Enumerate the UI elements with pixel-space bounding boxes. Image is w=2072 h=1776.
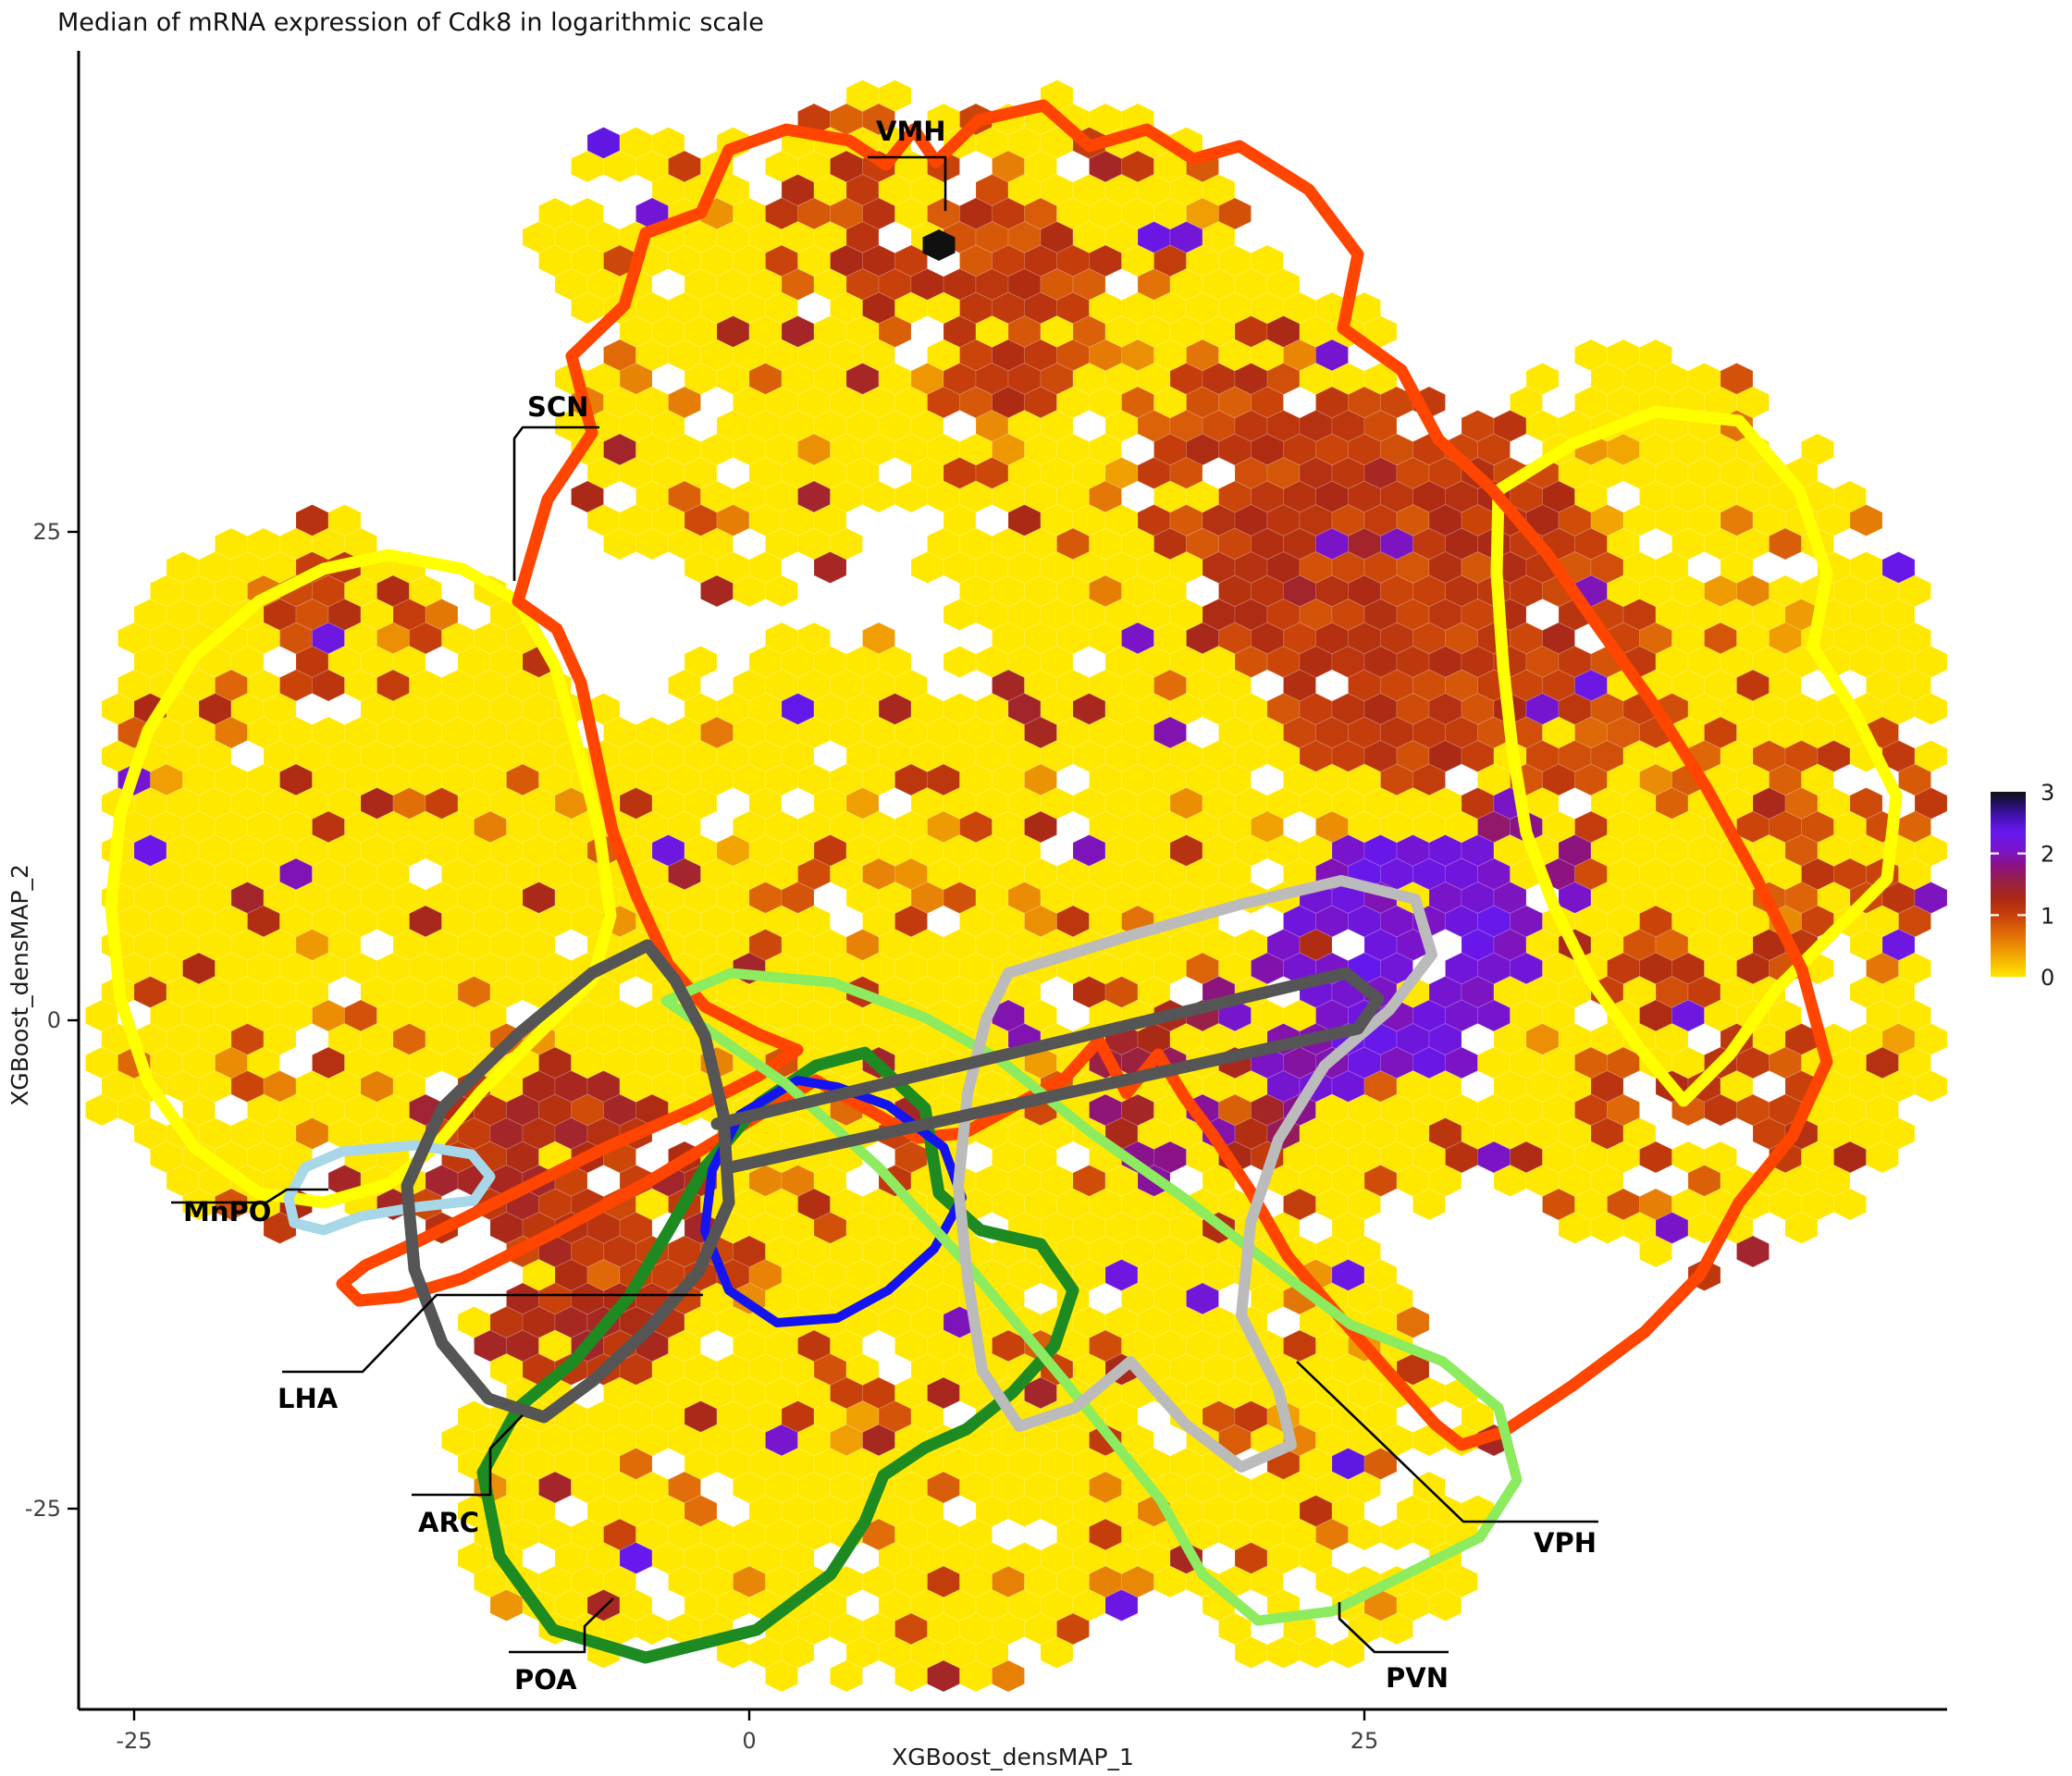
colorbar-tick-label: 1 bbox=[2041, 903, 2054, 929]
hex-bin bbox=[1849, 503, 1883, 537]
label-pvn: PVN bbox=[1386, 1662, 1449, 1694]
hex-bin bbox=[765, 574, 798, 608]
label-mnpo: MnPO bbox=[183, 1196, 271, 1227]
lha-outline bbox=[401, 939, 735, 1424]
hex-bin bbox=[1736, 1235, 1770, 1268]
x-tick-label: 25 bbox=[1350, 1728, 1379, 1754]
mnpo-outline bbox=[283, 1140, 496, 1236]
leader-vmh bbox=[868, 155, 947, 211]
poa-outline bbox=[476, 1046, 1079, 1664]
colorbar-gradient bbox=[1991, 792, 2026, 977]
leader-arc bbox=[412, 1414, 524, 1497]
y-tick-label: -25 bbox=[25, 1496, 61, 1522]
hex-bin bbox=[1866, 1141, 1899, 1174]
hex-bin bbox=[1914, 1069, 1948, 1104]
x-tick-label: 0 bbox=[742, 1728, 756, 1754]
region-outlines bbox=[105, 99, 1903, 1664]
hex-bin bbox=[1104, 1588, 1139, 1622]
hexbin-layer bbox=[85, 79, 1948, 1693]
hex-bin bbox=[813, 550, 847, 585]
vph-outline bbox=[953, 875, 1437, 1473]
leader-lha bbox=[282, 1293, 703, 1374]
lha-arm-outline bbox=[710, 967, 1385, 1174]
label-arc: ARC bbox=[418, 1507, 479, 1538]
hex-bin bbox=[1833, 1188, 1867, 1221]
chart-title: Median of mRNA expression of Cdk8 in log… bbox=[57, 8, 764, 37]
hex-bin bbox=[943, 645, 977, 679]
hex-bin bbox=[1412, 1188, 1446, 1221]
label-poa: POA bbox=[514, 1664, 577, 1696]
y-tick-label: 0 bbox=[47, 1007, 61, 1033]
x-axis-label: XGBoost_densMAP_1 bbox=[892, 1744, 1134, 1770]
hex-bin-special bbox=[922, 229, 956, 261]
scn-blue-outline bbox=[700, 1076, 967, 1327]
colorbar-legend: 3 2 1 0 bbox=[1991, 780, 2054, 991]
colorbar-tick-label: 2 bbox=[2041, 842, 2054, 868]
leader-pvn bbox=[1338, 1602, 1449, 1654]
colorbar-tick-label: 0 bbox=[2041, 965, 2054, 991]
hex-bin bbox=[1914, 692, 1948, 726]
hex-bin bbox=[1363, 314, 1398, 349]
y-axis-label: XGBoost_densMAP_2 bbox=[6, 864, 33, 1106]
hex-bin bbox=[1639, 1235, 1672, 1268]
hex-bin bbox=[1331, 1635, 1365, 1670]
hex-bin bbox=[1428, 1588, 1462, 1622]
vmh-outline bbox=[336, 99, 1833, 1451]
hex-bin bbox=[1784, 1211, 1819, 1245]
colorbar-tick-label: 3 bbox=[2041, 780, 2054, 806]
label-scn: SCN bbox=[527, 391, 588, 423]
leader-poa bbox=[509, 1597, 614, 1654]
label-lha: LHA bbox=[278, 1383, 339, 1414]
hex-bin bbox=[1040, 1635, 1074, 1670]
leader-vph bbox=[1296, 1361, 1598, 1523]
y-tick-label: 25 bbox=[32, 519, 61, 545]
label-vph: VPH bbox=[1534, 1527, 1597, 1559]
hex-bin bbox=[830, 1659, 863, 1693]
label-vmh: VMH bbox=[876, 116, 946, 147]
axes: -25 0 25 25 0 -25 bbox=[25, 51, 1947, 1754]
leader-scn bbox=[512, 426, 599, 581]
hex-bin bbox=[992, 1659, 1025, 1693]
left-lobe-outline bbox=[105, 549, 617, 1209]
x-tick-label: -25 bbox=[116, 1728, 152, 1754]
leader-mnpo bbox=[171, 1188, 328, 1204]
hex-bin bbox=[1380, 1612, 1413, 1646]
region-annotations: VMH SCN MnPO LHA ARC POA PVN VPH bbox=[171, 116, 1598, 1696]
hex-bin bbox=[765, 1659, 798, 1693]
